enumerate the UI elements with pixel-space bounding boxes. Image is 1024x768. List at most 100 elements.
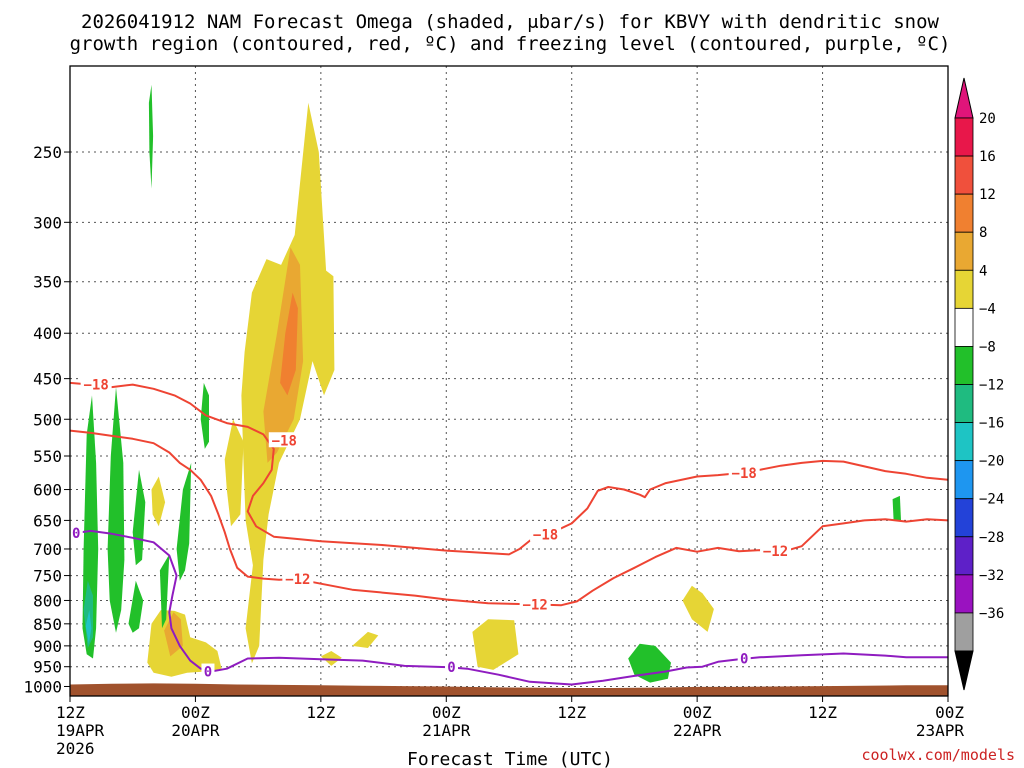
x-tick-label-3-2: 21APR	[422, 721, 471, 740]
colorbar-swatch-4	[954, 269, 974, 309]
dgz-minus12-left-label: −12	[285, 572, 310, 588]
y-tick-label-300: 300	[33, 213, 62, 232]
x-tick-label-5-2: 22APR	[673, 721, 722, 740]
source-credit: coolwx.com/models	[861, 746, 1015, 764]
x-axis-label: Forecast Time (UTC)	[407, 749, 613, 768]
freezing-level-label: 0	[72, 526, 80, 542]
grid-lines	[70, 66, 948, 696]
dgz-minus12-lower-label-bg	[519, 596, 551, 612]
x-tick-label-5-1: 00Z	[683, 703, 712, 722]
y-tick-label-900: 900	[33, 637, 62, 656]
x-tick-label-3-1: 00Z	[432, 703, 461, 722]
terrain-surface	[70, 683, 948, 696]
colorbar-swatch-7	[954, 384, 974, 423]
y-tick-label-750: 750	[33, 567, 62, 586]
colorbar-swatch-12	[954, 574, 974, 614]
freezing-level-left-label: 0	[204, 665, 212, 681]
dgz-minus12-right-label-bg	[760, 543, 792, 559]
omega-region-1	[224, 419, 244, 527]
terrain	[70, 683, 948, 696]
omega-region-7	[151, 476, 166, 527]
colorbar-label-11: −28	[979, 530, 1004, 546]
omega-region-3	[352, 631, 379, 648]
colorbar-label-12: −32	[979, 568, 1004, 584]
omega-region-13	[128, 580, 144, 633]
x-tick-label-0-2: 19APR	[56, 721, 105, 740]
y-tick-label-350: 350	[33, 273, 62, 292]
y-axis: 250 300 350 400 450 500 550 600 650 700 750 800 850 9…	[23, 143, 70, 696]
colorbar-label-13: −36	[979, 606, 1004, 622]
freezing-level-left-label-bg	[201, 663, 215, 679]
chart-title-line-1: 2026041912 NAM Forecast Omega (shaded, μ…	[81, 11, 939, 33]
omega-region-17	[200, 382, 209, 449]
x-tick-label-1-1: 00Z	[181, 703, 210, 722]
omega-region-16	[176, 462, 192, 581]
omega-region-19	[148, 84, 154, 189]
omega-shading	[82, 84, 901, 683]
chart-title-line-2: growth region (contoured, red, ºC) and f…	[70, 33, 951, 55]
temperature-contours: −18 −12 0 −18 −18 −18 −12 −12 0 0 0	[70, 376, 948, 686]
colorbar-label-6: −8	[979, 339, 996, 355]
x-tick-label-2-1: 12Z	[306, 703, 335, 722]
colorbar-swatch-1	[954, 155, 974, 195]
dgz-minus18-mid-label-bg	[530, 526, 562, 542]
colorbar-label-7: −12	[979, 378, 1004, 394]
omega-region-4	[320, 651, 342, 666]
y-tick-label-500: 500	[33, 410, 62, 429]
omega-region-6	[682, 585, 714, 632]
y-tick-label-700: 700	[33, 540, 62, 559]
omega-region-12	[107, 387, 125, 633]
y-tick-label-550: 550	[33, 447, 62, 466]
x-tick-label-7-1: 00Z	[935, 703, 964, 722]
colorbar: 20 16 12 8 4 −4 −8 −12 −16 −20 −24 −28 −32 −36	[954, 77, 1004, 691]
y-tick-label-800: 800	[33, 591, 62, 610]
colorbar-label-8: −16	[979, 416, 1004, 432]
colorbar-label-2: 12	[979, 187, 996, 203]
colorbar-swatch-6	[954, 346, 974, 385]
y-tick-label-650: 650	[33, 511, 62, 530]
x-tick-label-7-2: 23APR	[916, 721, 965, 740]
dgz-minus18-right-label: −18	[732, 466, 757, 482]
colorbar-label-9: −20	[979, 454, 1004, 470]
y-tick-label-1000: 1000	[23, 677, 62, 696]
colorbar-label-4: 4	[979, 263, 987, 279]
colorbar-swatch-11	[954, 536, 974, 576]
x-tick-label-4-1: 12Z	[557, 703, 586, 722]
x-tick-label-0-1: 12Z	[56, 703, 85, 722]
colorbar-swatch-8	[954, 422, 974, 462]
dgz-minus18-mid-label: −18	[533, 527, 558, 543]
dgz-minus18-upper-label-bg	[80, 376, 112, 392]
colorbar-label-3: 8	[979, 225, 987, 241]
colorbar-top-arrow	[954, 77, 974, 119]
colorbar-swatch-13	[954, 612, 974, 652]
colorbar-bottom-arrow	[954, 650, 974, 691]
freezing-level-mid-label: 0	[447, 660, 455, 676]
colorbar-label-0: 20	[979, 111, 996, 127]
colorbar-label-1: 16	[979, 149, 996, 165]
y-tick-label-950: 950	[33, 658, 62, 677]
y-tick-label-400: 400	[33, 324, 62, 343]
y-tick-label-850: 850	[33, 615, 62, 634]
dgz-minus18-lower-label-bg	[268, 432, 300, 448]
dgz-minus12-right-label: −12	[763, 544, 788, 560]
freezing-level-mid-label-bg	[445, 659, 459, 675]
dgz-minus18-upper-line	[70, 381, 948, 556]
colorbar-label-5: −4	[979, 301, 996, 317]
x-tick-label-1-2: 20APR	[171, 721, 220, 740]
y-tick-label-600: 600	[33, 481, 62, 500]
freezing-level-right-label: 0	[740, 652, 748, 668]
colorbar-swatch-5	[954, 307, 974, 347]
dgz-minus12-lower-label: −12	[522, 597, 547, 613]
dgz-minus12-lower-line	[70, 429, 948, 607]
x-tick-label-0-3: 2026	[56, 739, 95, 758]
freezing-level-right-label-bg	[737, 650, 751, 666]
omega-region-14	[132, 469, 146, 566]
colorbar-label-10: −24	[979, 492, 1004, 508]
y-tick-label-250: 250	[33, 143, 62, 162]
omega-region-10	[280, 292, 298, 396]
colorbar-swatch-9	[954, 460, 974, 500]
freezing-level-line	[70, 529, 948, 686]
freezing-level-label-bg	[70, 525, 83, 541]
